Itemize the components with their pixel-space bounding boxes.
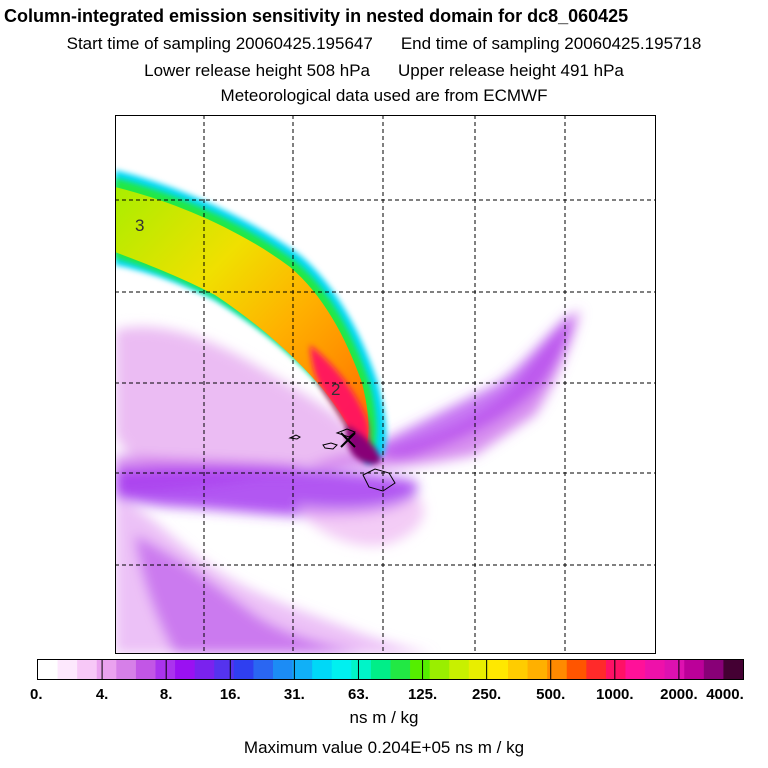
upper-release-label: Upper release height 491 hPa bbox=[398, 61, 624, 80]
colorbar-cell bbox=[468, 660, 489, 679]
colorbar-cell bbox=[331, 660, 352, 679]
colorbar-tick-label: 250. bbox=[472, 686, 501, 703]
colorbar-tick-label: 1000. bbox=[596, 686, 634, 703]
colorbar-cell bbox=[38, 660, 58, 679]
lower-release-label: Lower release height 508 hPa bbox=[144, 61, 370, 80]
colorbar-cell bbox=[77, 660, 98, 679]
colorbar-tick-label: 0. bbox=[30, 686, 43, 703]
colorbar-tick-label: 500. bbox=[536, 686, 565, 703]
colorbar-tick-label: 16. bbox=[220, 686, 241, 703]
colorbar-cell bbox=[508, 660, 528, 679]
colorbar-cell bbox=[566, 660, 587, 679]
release-height-row: Lower release height 508 hPa Upper relea… bbox=[0, 61, 768, 81]
colorbar-cell bbox=[429, 660, 450, 679]
colorbar-cell bbox=[449, 660, 470, 679]
colorbar-cell bbox=[96, 660, 117, 679]
colorbar-cell bbox=[175, 660, 196, 679]
met-data-label: Meteorological data used are from ECMWF bbox=[220, 86, 548, 105]
colorbar-tick-label: 4000. bbox=[706, 686, 744, 703]
colorbar-cell bbox=[312, 660, 333, 679]
colorbar-cell bbox=[273, 660, 293, 679]
map-title: Column-integrated emission sensitivity i… bbox=[4, 6, 629, 26]
colorbar-cell bbox=[410, 660, 431, 679]
end-time-label: End time of sampling 20060425.195718 bbox=[400, 34, 702, 53]
colorbar-cell bbox=[586, 660, 607, 679]
plume-label-3: 3 bbox=[135, 216, 144, 235]
colorbar-cell bbox=[292, 660, 313, 679]
colorbar-cell bbox=[135, 660, 156, 679]
island-outlines bbox=[288, 428, 396, 492]
colorbar-cell bbox=[488, 660, 509, 679]
colorbar-cell bbox=[57, 660, 78, 679]
color-legend: 0. 4. 8. 16. 31. 63. 125. 250. 500. 1000. 2000. 400… bbox=[30, 659, 744, 703]
colorbar-cell bbox=[684, 660, 705, 679]
colorbar-tick-label: 8. bbox=[160, 686, 173, 703]
colorbar-cell bbox=[370, 660, 391, 679]
colorbar-tick-label: 4. bbox=[96, 686, 109, 703]
maximum-value-label: Maximum value 0.204E+05 ns m / kg bbox=[243, 738, 525, 757]
plume-label-2: 2 bbox=[331, 380, 340, 399]
colorbar-cell bbox=[664, 660, 685, 679]
colorbar-cell bbox=[253, 660, 274, 679]
colorbar-tick-label: 31. bbox=[284, 686, 305, 703]
colorbar-cell bbox=[155, 660, 176, 679]
map-grid bbox=[115, 115, 656, 654]
colorbar-units: ns m / kg bbox=[349, 708, 419, 727]
colorbar-cell bbox=[233, 660, 254, 679]
colorbar-cell bbox=[214, 660, 235, 679]
colorbar-cell bbox=[194, 660, 215, 679]
colorbar-cell bbox=[645, 660, 666, 679]
low-sensitivity-field bbox=[115, 310, 580, 654]
sensitivity-map: 3 2 bbox=[115, 115, 656, 654]
colorbar-cell bbox=[625, 660, 646, 679]
colorbar-cell bbox=[723, 660, 744, 679]
colorbar-cell bbox=[116, 660, 137, 679]
colorbar-cell bbox=[527, 660, 548, 679]
colorbar-cell bbox=[703, 660, 724, 679]
start-time-label: Start time of sampling 20060425.195647 bbox=[66, 34, 373, 53]
colorbar-cell bbox=[390, 660, 411, 679]
emission-plume bbox=[115, 170, 387, 465]
colorbar-cell bbox=[547, 660, 568, 679]
colorbar-tick-label: 2000. bbox=[660, 686, 698, 703]
colorbar-tick-label: 125. bbox=[408, 686, 437, 703]
cross-icon bbox=[340, 432, 356, 448]
sampling-time-row: Start time of sampling 20060425.195647 E… bbox=[0, 34, 768, 54]
colorbar-cell bbox=[351, 660, 372, 679]
colorbar-tick-label: 63. bbox=[348, 686, 369, 703]
colorbar-cell bbox=[605, 660, 626, 679]
